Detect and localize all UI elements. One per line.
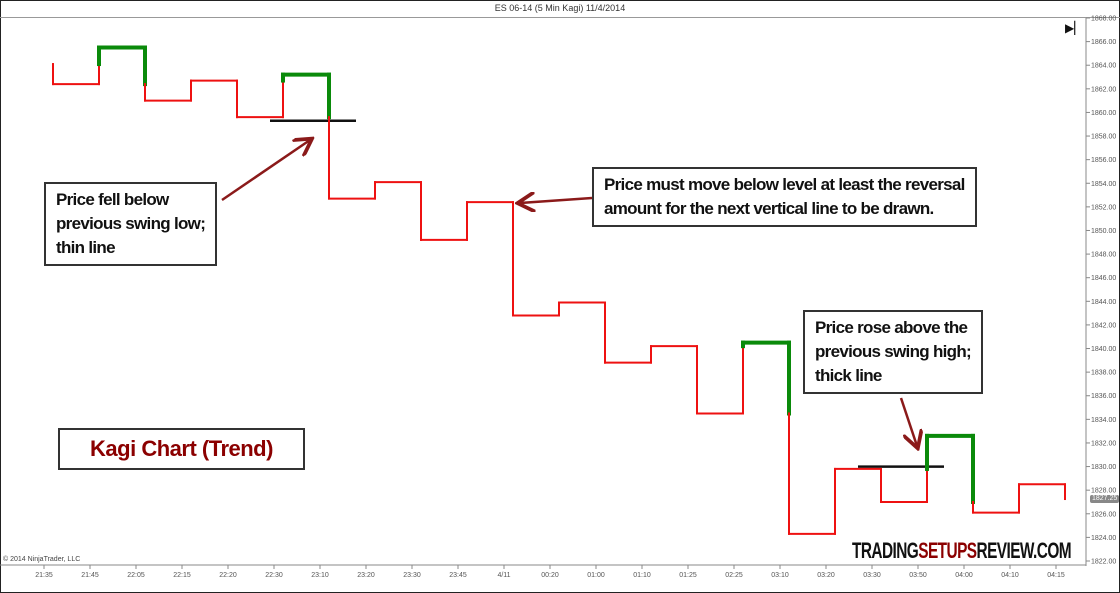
annotation-line: Price rose above the	[815, 318, 968, 337]
annotation-fell-below: Price fell below previous swing low; thi…	[44, 182, 218, 266]
y-tick-label: 1858.00	[1091, 134, 1116, 141]
x-tick-label: 22:15	[173, 572, 191, 579]
y-tick-label: 1824.00	[1091, 535, 1116, 542]
annotation-line: Price fell below	[56, 190, 169, 209]
y-tick-label: 1822.00	[1091, 559, 1116, 566]
y-tick-label: 1862.00	[1091, 86, 1116, 93]
x-tick-label: 00:20	[541, 572, 559, 579]
x-tick-label: 03:30	[863, 572, 881, 579]
annotation-line: previous swing high;	[815, 342, 972, 361]
y-tick-label: 1826.00	[1091, 511, 1116, 518]
x-tick-label: 23:30	[403, 572, 421, 579]
y-tick-label: 1842.00	[1091, 322, 1116, 329]
x-tick-label: 04:15	[1047, 572, 1065, 579]
x-tick-label: 04:00	[955, 572, 973, 579]
x-tick-label: 01:10	[633, 572, 651, 579]
annotation-arrow	[520, 198, 593, 203]
x-tick-label: 22:30	[265, 572, 283, 579]
x-tick-label: 23:45	[449, 572, 467, 579]
y-tick-label: 1836.00	[1091, 393, 1116, 400]
y-tick-label: 1832.00	[1091, 440, 1116, 447]
x-tick-label: 4/11	[497, 572, 510, 579]
annotation-arrow	[221, 140, 310, 202]
y-tick-label: 1850.00	[1091, 228, 1116, 235]
y-tick-label: 1866.00	[1091, 39, 1116, 46]
annotation-arrow	[899, 397, 917, 446]
x-tick-label: 03:50	[909, 572, 927, 579]
y-tick-label: 1838.00	[1091, 370, 1116, 377]
x-tick-label: 23:10	[311, 572, 329, 579]
y-tick-label: 1844.00	[1091, 299, 1116, 306]
x-tick-label: 02:25	[725, 572, 743, 579]
y-tick-label: 1828.00	[1091, 488, 1116, 495]
window-title: ES 06-14 (5 Min Kagi) 11/4/2014	[0, 0, 1120, 18]
y-tick-label: 1848.00	[1091, 252, 1116, 259]
annotation-line: previous swing low;	[56, 214, 206, 233]
watermark-part: REVIEW.COM	[976, 538, 1072, 563]
y-tick-label: 1852.00	[1091, 204, 1116, 211]
last-price-badge: 1827.25	[1090, 495, 1120, 503]
watermark-logo: TRADINGSETUPSREVIEW.COM	[852, 538, 1072, 564]
y-tick-label: 1860.00	[1091, 110, 1116, 117]
skip-to-end-icon[interactable]: ▶▏	[1065, 21, 1084, 35]
x-tick-label: 03:10	[771, 572, 789, 579]
x-tick-label: 22:20	[219, 572, 237, 579]
x-tick-label: 04:10	[1001, 572, 1019, 579]
annotation-rose-above: Price rose above the previous swing high…	[803, 310, 984, 394]
x-tick-label: 23:20	[357, 572, 375, 579]
x-tick-label: 21:35	[35, 572, 53, 579]
y-tick-label: 1846.00	[1091, 275, 1116, 282]
x-tick-label: 01:25	[679, 572, 697, 579]
y-tick-label: 1840.00	[1091, 346, 1116, 353]
y-tick-label: 1834.00	[1091, 417, 1116, 424]
copyright: © 2014 NinjaTrader, LLC	[3, 556, 81, 563]
chart-title: Kagi Chart (Trend)	[58, 428, 305, 470]
x-tick-label: 21:45	[81, 572, 99, 579]
watermark-part: TRADING	[852, 538, 919, 563]
y-tick-label: 1854.00	[1091, 181, 1116, 188]
x-tick-label: 03:20	[817, 572, 835, 579]
x-tick-label: 22:05	[127, 572, 145, 579]
watermark-part: SETUPS	[918, 538, 977, 563]
annotation-line: amount for the next vertical line to be …	[604, 199, 934, 218]
y-tick-label: 1868.00	[1091, 16, 1116, 23]
y-tick-label: 1864.00	[1091, 63, 1116, 70]
y-tick-label: 1856.00	[1091, 157, 1116, 164]
annotation-must-move: Price must move below level at least the…	[592, 167, 977, 227]
annotation-line: thick line	[815, 366, 882, 385]
x-tick-label: 01:00	[587, 572, 605, 579]
annotation-line: Price must move below level at least the…	[604, 175, 965, 194]
annotation-line: thin line	[56, 238, 116, 257]
y-tick-label: 1830.00	[1091, 464, 1116, 471]
